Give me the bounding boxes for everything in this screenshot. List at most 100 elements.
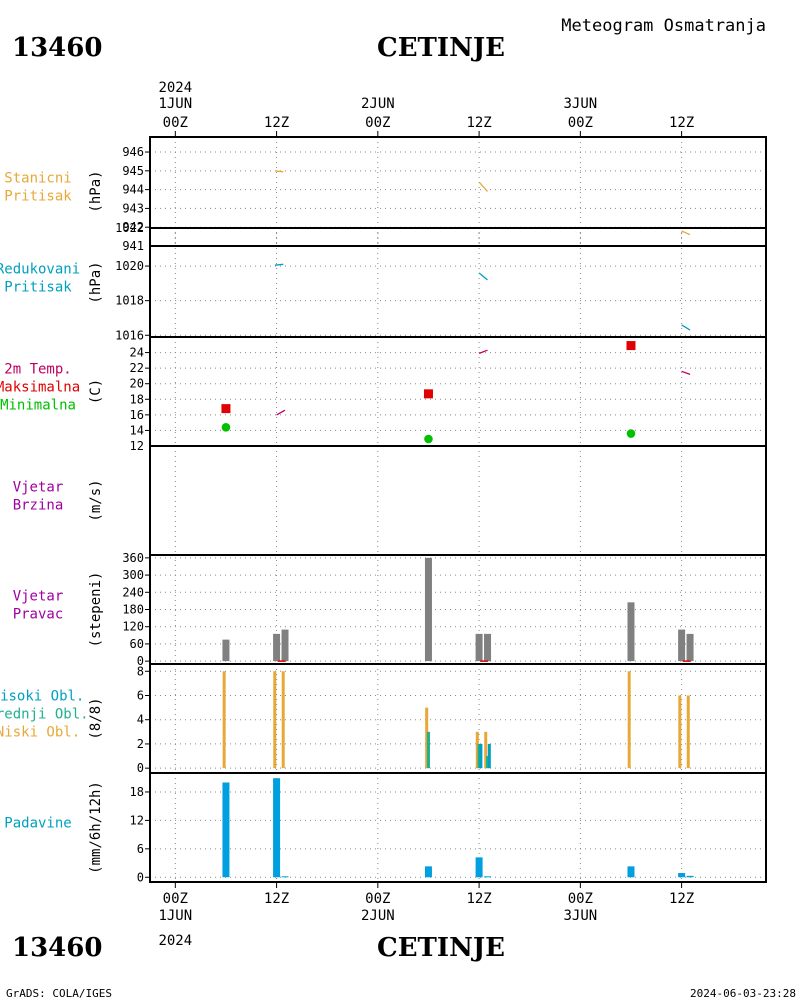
bar	[424, 557, 432, 662]
top-time-tick-label: 00Z	[163, 115, 188, 131]
panel-legend-label: Brzina	[13, 498, 64, 514]
minimum-temperature-marker	[626, 429, 636, 438]
y-axis-label: (mm/6h/12h)	[88, 781, 104, 874]
cloud-bar	[281, 671, 285, 769]
cloud-bar	[475, 731, 479, 769]
panel-legend-label: Pritisak	[4, 189, 72, 205]
panel-legend-label: 2m Temp.	[4, 362, 71, 378]
y-tick-label: 22	[130, 361, 144, 375]
y-tick-label: 1020	[115, 259, 144, 273]
y-tick-label: 18	[130, 392, 144, 406]
bottom-time-tick-label: 00Z	[365, 891, 390, 907]
y-axis-label: (hPa)	[88, 261, 104, 303]
y-axis-label: (hPa)	[88, 170, 104, 212]
y-tick-label: 1022	[115, 221, 144, 235]
bottom-time-tick-label: 12Z	[466, 891, 491, 907]
maximum-temperature-marker	[423, 389, 433, 399]
y-axis-label: (m/s)	[88, 479, 104, 521]
y-tick-label: 0	[137, 761, 144, 775]
footer-timestamp: 2024-06-03-23:28	[690, 987, 796, 1000]
y-tick-label: 60	[130, 637, 144, 651]
bar	[686, 633, 694, 662]
bar	[281, 629, 289, 662]
cloud-bar	[487, 743, 491, 769]
panel-frame	[149, 554, 767, 665]
temperature-line-segment	[276, 409, 286, 416]
y-tick-label: 16	[130, 408, 144, 422]
y-tick-label: 6	[137, 688, 144, 702]
series-line-segment	[478, 181, 488, 192]
maximum-temperature-marker	[626, 341, 636, 351]
bar	[678, 872, 686, 878]
bar	[273, 778, 281, 878]
bar	[627, 866, 635, 878]
header-station-id: 13460	[12, 33, 102, 63]
y-tick-label: 1018	[115, 294, 144, 308]
bottom-time-tick-label: 12Z	[669, 891, 694, 907]
bar	[475, 857, 483, 878]
bar	[627, 602, 635, 662]
bar	[686, 875, 694, 878]
y-tick-label: 360	[122, 551, 144, 565]
y-tick-label: 14	[130, 423, 144, 437]
panel-frame	[149, 227, 767, 338]
y-tick-label: 120	[122, 620, 144, 634]
bottom-time-tick-label: 12Z	[264, 891, 289, 907]
y-tick-label: 944	[122, 183, 144, 197]
bottom-day-label: 3JUN	[563, 908, 597, 924]
y-tick-label: 240	[122, 585, 144, 599]
top-day-label: 2JUN	[361, 96, 395, 112]
bar	[273, 633, 281, 662]
top-time-tick-label: 12Z	[466, 115, 491, 131]
cloud-bar	[486, 756, 490, 769]
bar	[484, 876, 492, 878]
panel-legend-label: Vjetar	[13, 589, 64, 605]
panel-legend-label: Maksimalna	[0, 380, 80, 396]
panel-legend-label: Padavine	[4, 816, 71, 832]
cloud-bar	[425, 707, 429, 769]
panel-frame	[149, 772, 767, 883]
series-line-segment	[274, 263, 284, 266]
y-tick-label: 946	[122, 145, 144, 159]
y-tick-label: 300	[122, 568, 144, 582]
panel-legend-label: Niski Obl.	[0, 725, 80, 741]
temperature-line-segment	[681, 370, 691, 376]
maximum-temperature-marker	[221, 404, 231, 414]
cloud-bar	[273, 671, 277, 769]
y-tick-label: 4	[137, 713, 144, 727]
bottom-time-tick-label: 00Z	[568, 891, 593, 907]
cloud-bar	[627, 671, 631, 769]
top-time-tick-label: 12Z	[264, 115, 289, 131]
cloud-bar	[479, 743, 483, 769]
footer-station-id: 13460	[12, 933, 102, 963]
y-axis-label: (stepeni)	[88, 572, 104, 648]
footer-credit: GrADS: COLA/IGES	[6, 987, 112, 1000]
y-tick-label: 945	[122, 164, 144, 178]
y-tick-label: 12	[130, 439, 144, 453]
minimum-temperature-marker	[424, 434, 433, 444]
y-tick-label: 6	[137, 842, 144, 856]
bar	[424, 866, 432, 878]
panel-legend-label: Redukovani	[0, 262, 80, 278]
panel-frame	[149, 136, 767, 247]
top-day-label: 1JUN	[158, 96, 192, 112]
bar	[222, 782, 230, 878]
y-tick-label: 942	[122, 220, 144, 234]
bottom-year-label: 2024	[158, 933, 192, 949]
bottom-time-tick-label: 00Z	[163, 891, 188, 907]
y-tick-label: 941	[122, 239, 144, 253]
panel-frame	[149, 336, 767, 447]
cloud-bar	[484, 731, 488, 769]
panel-legend-label: Pritisak	[4, 280, 72, 296]
cloud-bar	[678, 695, 682, 769]
y-tick-label: 24	[130, 346, 144, 360]
panel-legend-label: Vjetar	[13, 480, 64, 496]
panel-legend-label: Visoki Obl.	[0, 689, 84, 705]
series-line-segment	[274, 170, 284, 173]
bottom-day-label: 2JUN	[361, 908, 395, 924]
cloud-bar	[426, 731, 430, 769]
y-tick-label: 2	[137, 737, 144, 751]
bar	[484, 633, 492, 662]
header-station-name: CETINJE	[377, 33, 505, 63]
